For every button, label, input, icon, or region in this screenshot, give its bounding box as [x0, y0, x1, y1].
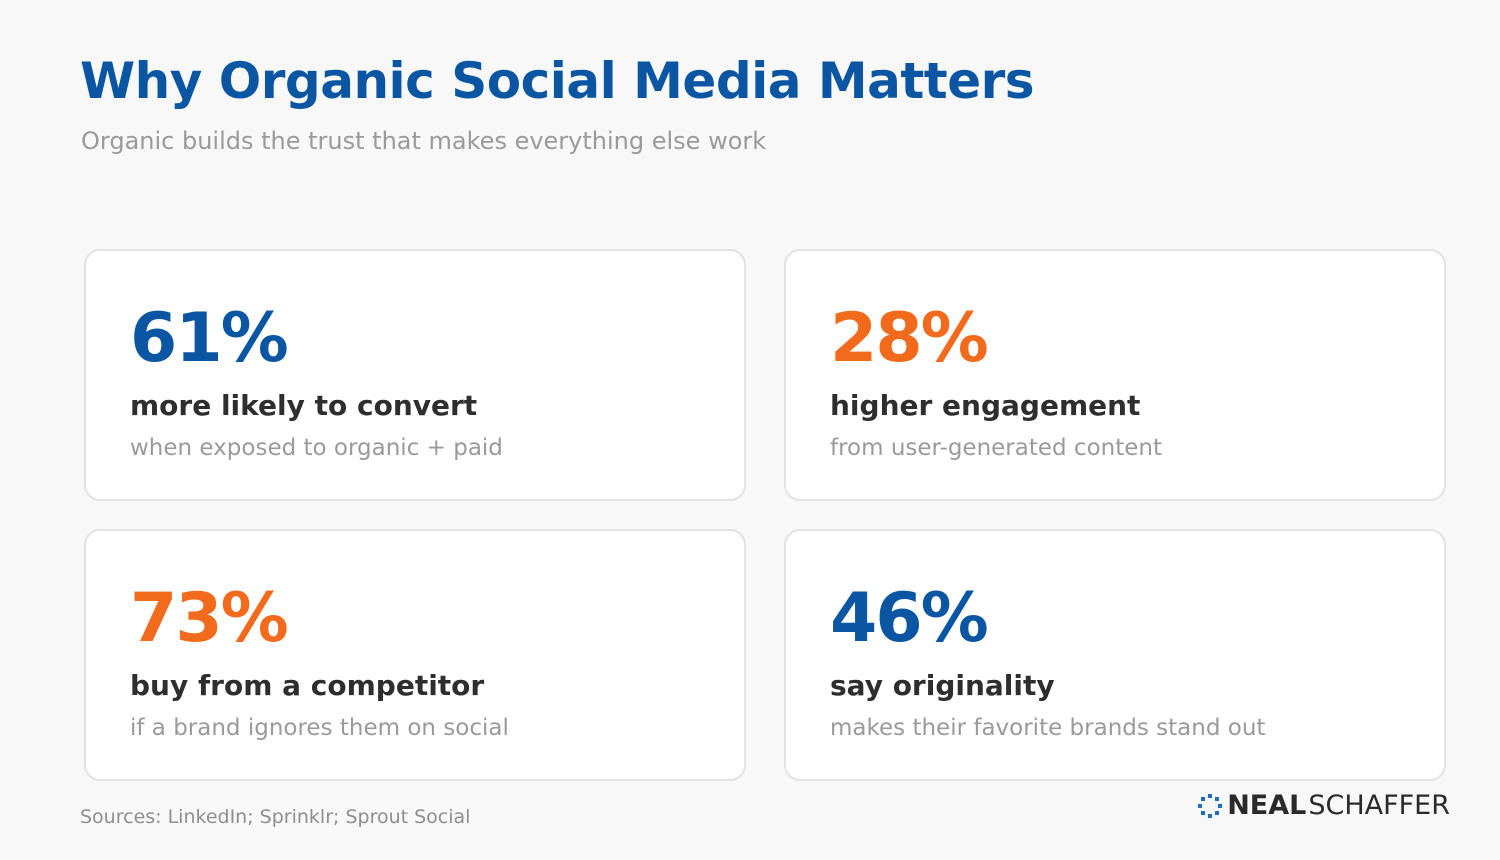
stat-detail: from user-generated content	[830, 435, 1162, 461]
stat-headline: more likely to convert	[130, 389, 478, 422]
stat-value: 28%	[830, 299, 989, 378]
stat-detail: if a brand ignores them on social	[130, 715, 509, 741]
stat-headline: buy from a competitor	[130, 669, 485, 702]
logo-last: SCHAFFER	[1308, 790, 1450, 821]
stat-detail: when exposed to organic + paid	[130, 435, 503, 461]
logo-icon	[1198, 793, 1223, 818]
logo-first: NEAL	[1227, 790, 1307, 821]
stat-card: 61% more likely to convert when exposed to…	[84, 249, 746, 501]
stat-value: 46%	[830, 579, 989, 658]
stat-card: 28% higher engagement from user-generated …	[784, 249, 1446, 501]
stat-headline: higher engagement	[830, 389, 1141, 422]
title: Why Organic Social Media Matters	[80, 52, 1035, 110]
stat-card: 46% say originality makes their favorite b…	[784, 529, 1446, 781]
stat-card: 73% buy from a competitor if a brand ignor…	[84, 529, 746, 781]
stat-value: 61%	[130, 299, 289, 378]
subtitle: Organic builds the trust that makes ever…	[81, 127, 767, 155]
stat-value: 73%	[130, 579, 289, 658]
stat-headline: say originality	[830, 669, 1055, 702]
logo: NEAL SCHAFFER	[1197, 790, 1450, 821]
sources: Sources: LinkedIn; Sprinklr; Sprout Soci…	[80, 806, 471, 828]
stat-detail: makes their favorite brands stand out	[830, 715, 1266, 741]
